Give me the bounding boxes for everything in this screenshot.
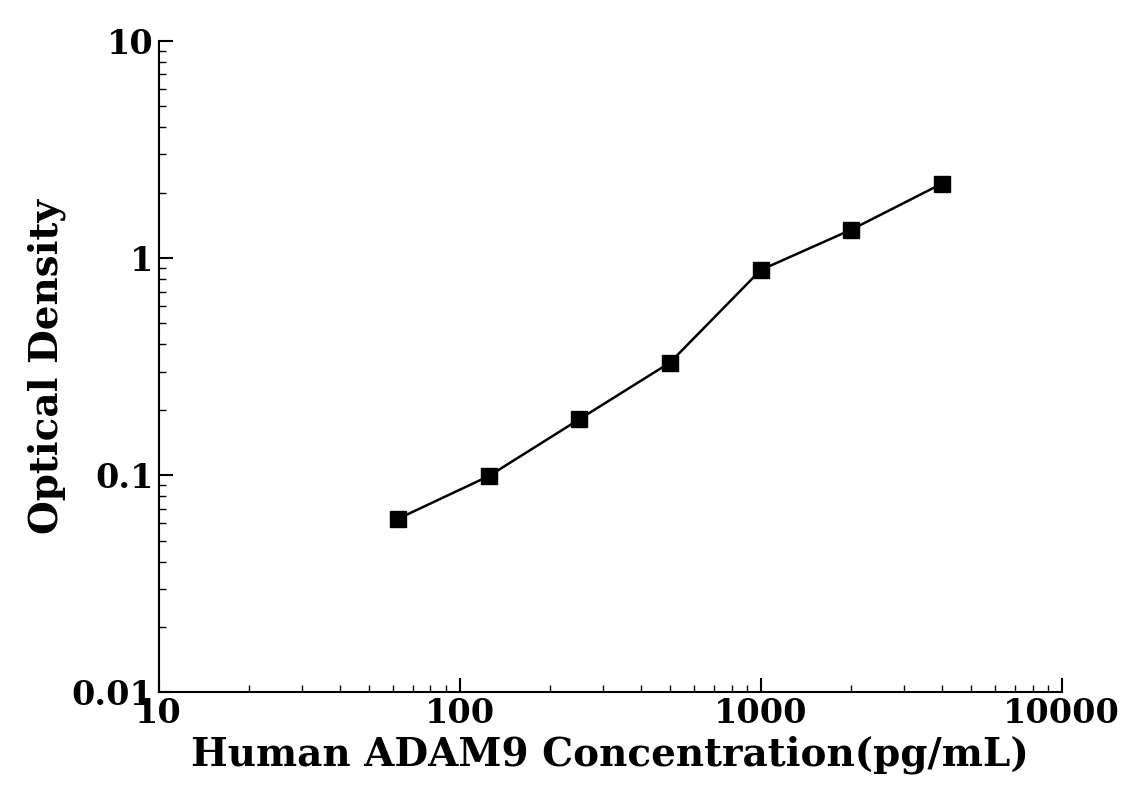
X-axis label: Human ADAM9 Concentration(pg/mL): Human ADAM9 Concentration(pg/mL) <box>192 735 1029 774</box>
Y-axis label: Optical Density: Optical Density <box>28 199 67 534</box>
